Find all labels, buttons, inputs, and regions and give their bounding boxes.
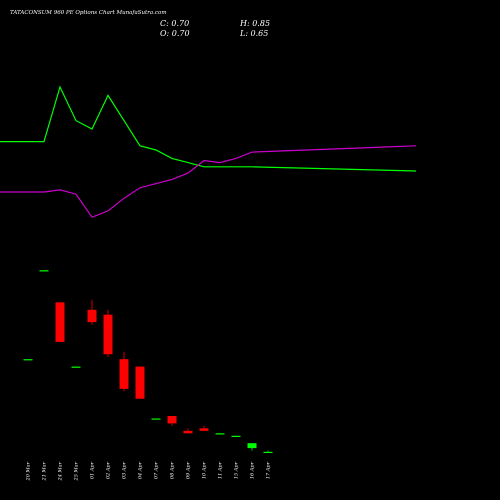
x-tick-label: 01 Apr <box>90 461 96 479</box>
x-tick-label: 20 Mar <box>26 461 32 481</box>
indicator-line-1 <box>0 85 417 172</box>
candle-body <box>247 443 257 449</box>
x-tick-label: 08 Apr <box>170 461 176 479</box>
close-value: C: 0.70 <box>160 19 189 28</box>
indicator-line-2 <box>0 145 417 218</box>
candle-body <box>215 433 225 435</box>
candle-body <box>151 418 161 420</box>
candle-body <box>71 366 81 368</box>
x-tick-label: 04 Apr <box>138 461 144 479</box>
low-value: L: 0.65 <box>239 29 268 38</box>
candle-body <box>103 314 113 355</box>
candle-body <box>135 366 145 399</box>
x-tick-label: 17 Apr <box>266 461 272 479</box>
candle-body <box>23 359 33 361</box>
x-tick-label: 21 Mar <box>42 461 48 481</box>
candle-body <box>119 359 129 389</box>
candles <box>23 270 273 454</box>
x-tick-label: 16 Apr <box>250 461 256 479</box>
candle-body <box>87 309 97 323</box>
x-axis-ticks: 20 Mar 21 Mar 24 Mar 25 Mar 01 Apr 02 Apr 03 A… <box>26 461 272 481</box>
x-tick-label: 15 Apr <box>234 461 240 479</box>
candle-body <box>39 270 49 272</box>
candle-body <box>231 435 241 437</box>
candle-body <box>263 451 273 454</box>
x-tick-label: 09 Apr <box>186 461 192 479</box>
x-tick-label: 25 Mar <box>74 461 80 481</box>
x-tick-label: 24 Mar <box>58 461 64 481</box>
x-tick-label: 11 Apr <box>218 461 224 479</box>
x-tick-label: 02 Apr <box>106 461 112 479</box>
x-tick-label: 07 Apr <box>154 461 160 479</box>
chart-title: TATACONSUM 960 PE Options Chart MunafaSu… <box>10 10 167 16</box>
candle-body <box>55 302 65 342</box>
candle-body <box>199 428 209 431</box>
high-value: H: 0.85 <box>239 19 270 28</box>
x-tick-label: 10 Apr <box>202 461 208 479</box>
open-value: O: 0.70 <box>160 29 190 38</box>
candle-body <box>167 416 177 424</box>
candle-body <box>183 430 193 434</box>
x-tick-label: 03 Apr <box>122 461 128 479</box>
indicator-lines <box>0 85 417 218</box>
